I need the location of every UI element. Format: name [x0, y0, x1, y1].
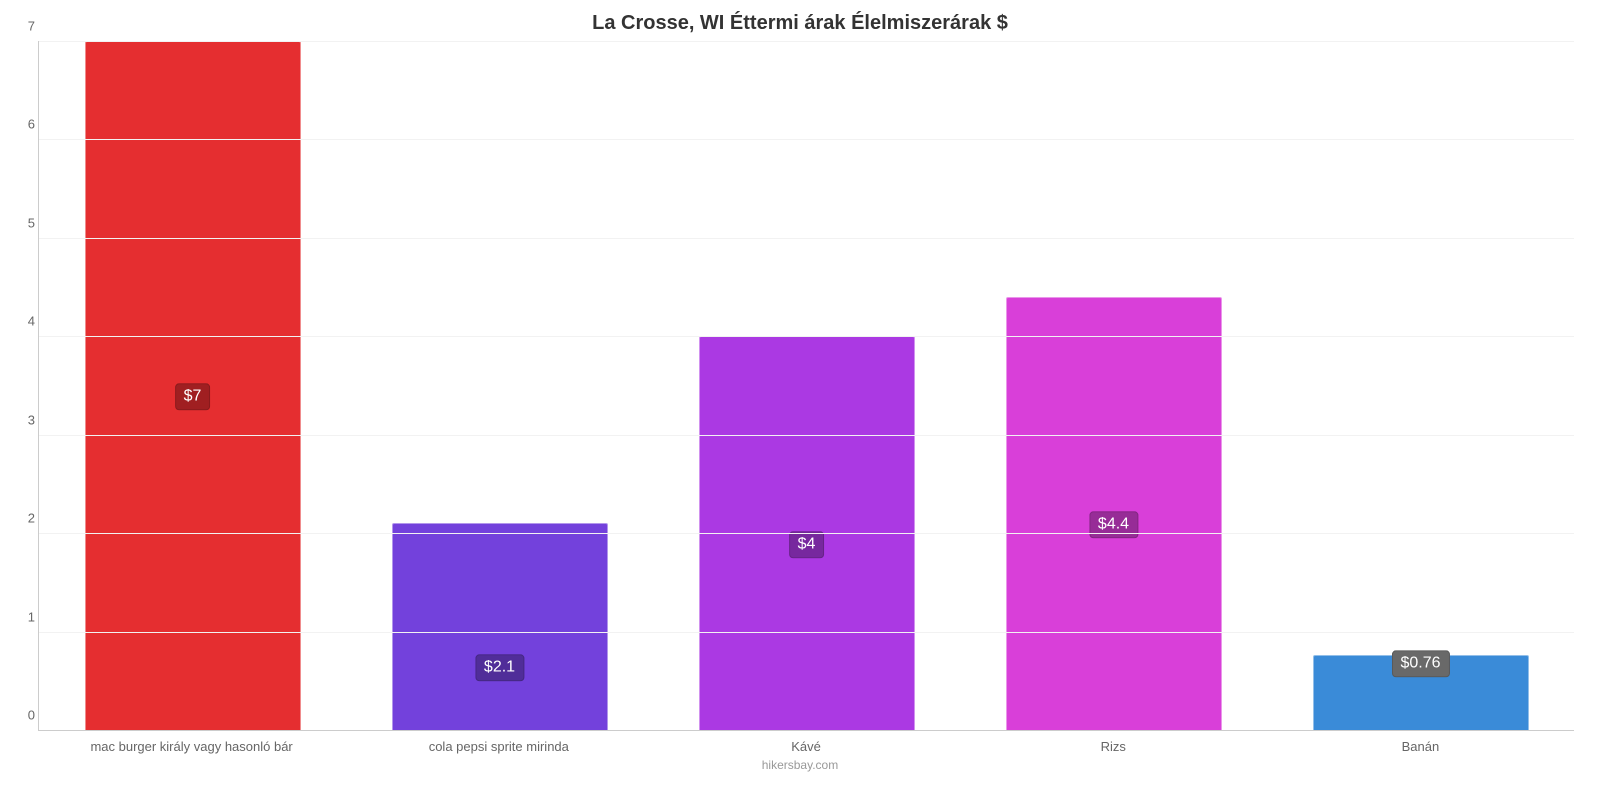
- y-tick-label: 1: [13, 609, 35, 624]
- y-tick-label: 3: [13, 412, 35, 427]
- data-label: $0.76: [1391, 650, 1449, 677]
- y-tick-label: 2: [13, 511, 35, 526]
- x-tick-label: Rizs: [960, 731, 1267, 754]
- data-label: $7: [175, 383, 211, 410]
- grid-line: [39, 533, 1574, 534]
- grid-line: [39, 435, 1574, 436]
- bars-layer: $7 $2.1 $4 $4.4 $0.76: [39, 41, 1574, 730]
- bar[interactable]: $4.4: [1006, 297, 1222, 730]
- x-tick-label: Kávé: [652, 731, 959, 754]
- grid-line: [39, 139, 1574, 140]
- x-tick-label: Banán: [1267, 731, 1574, 754]
- price-bar-chart: La Crosse, WI Éttermi árak Élelmiszerára…: [0, 0, 1600, 800]
- grid-line: [39, 41, 1574, 42]
- chart-title: La Crosse, WI Éttermi árak Élelmiszerára…: [10, 12, 1590, 35]
- data-label: $4.4: [1089, 511, 1138, 538]
- y-tick-label: 0: [13, 708, 35, 723]
- bar[interactable]: $0.76: [1313, 655, 1529, 730]
- data-label: $4: [789, 531, 825, 558]
- grid-line: [39, 632, 1574, 633]
- bar[interactable]: $7: [85, 41, 301, 730]
- bar-slot: $7: [39, 41, 346, 730]
- plot-area: $7$2.1$4$4.4$0.76 01234567: [38, 41, 1574, 731]
- data-label: $2.1: [475, 654, 524, 681]
- y-tick-label: 6: [13, 117, 35, 132]
- bar[interactable]: $2.1: [392, 523, 608, 730]
- grid-line: [39, 336, 1574, 337]
- y-tick-label: 4: [13, 314, 35, 329]
- x-axis: mac burger király vagy hasonló bárcola p…: [38, 731, 1574, 754]
- chart-credits: hikersbay.com: [10, 758, 1590, 772]
- bar-slot: $4: [653, 41, 960, 730]
- y-tick-label: 5: [13, 215, 35, 230]
- y-tick-label: 7: [13, 19, 35, 34]
- bar-slot: $2.1: [346, 41, 653, 730]
- x-tick-label: mac burger király vagy hasonló bár: [38, 731, 345, 754]
- bar-slot: $4.4: [960, 41, 1267, 730]
- grid-line: [39, 238, 1574, 239]
- bar-slot: $0.76: [1267, 41, 1574, 730]
- x-tick-label: cola pepsi sprite mirinda: [345, 731, 652, 754]
